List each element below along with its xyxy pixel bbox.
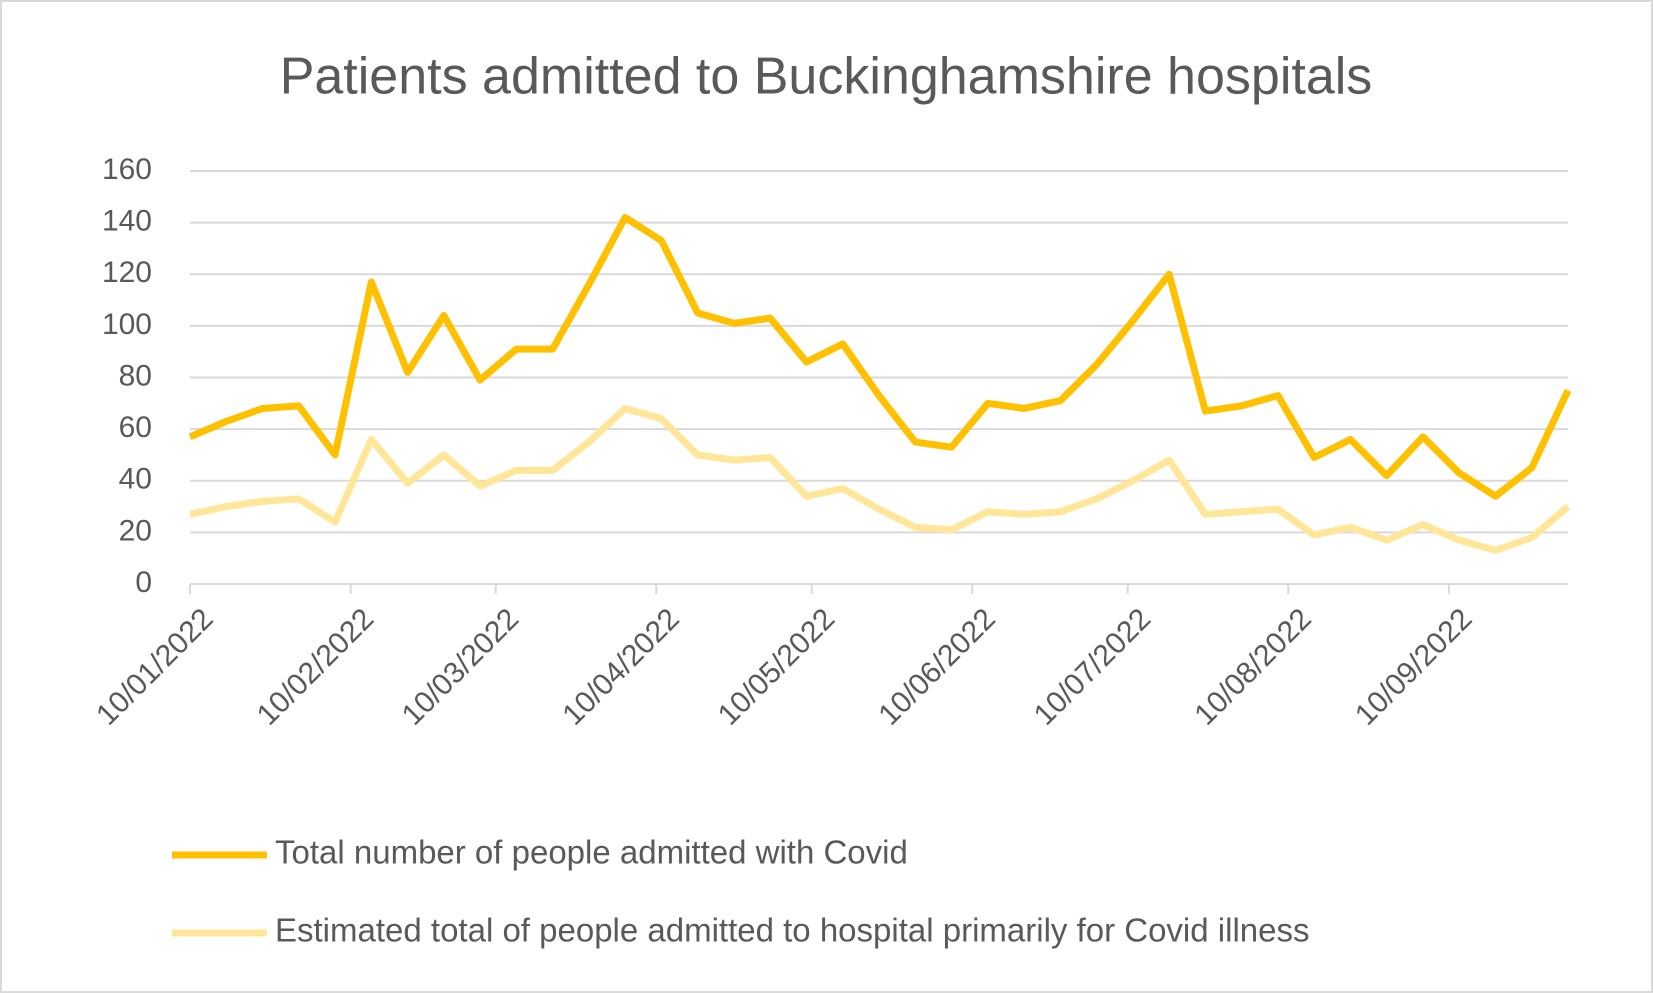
y-tick-label: 0: [135, 566, 152, 599]
y-tick-label: 100: [102, 308, 152, 341]
y-tick-label: 120: [102, 256, 152, 289]
y-tick-label: 140: [102, 205, 152, 238]
legend-label: Estimated total of people admitted to ho…: [275, 912, 1310, 949]
legend-label: Total number of people admitted with Cov…: [275, 834, 908, 871]
y-tick-label: 40: [119, 463, 152, 496]
series-line: [189, 404, 1571, 554]
chart-title: Patients admitted to Buckinghamshire hos…: [280, 48, 1373, 106]
y-tick-label: 80: [119, 359, 152, 392]
y-tick-label: 160: [102, 153, 152, 186]
y-tick-label: 60: [119, 411, 152, 444]
y-tick-label: 20: [119, 514, 152, 547]
series-line: [188, 213, 1572, 500]
